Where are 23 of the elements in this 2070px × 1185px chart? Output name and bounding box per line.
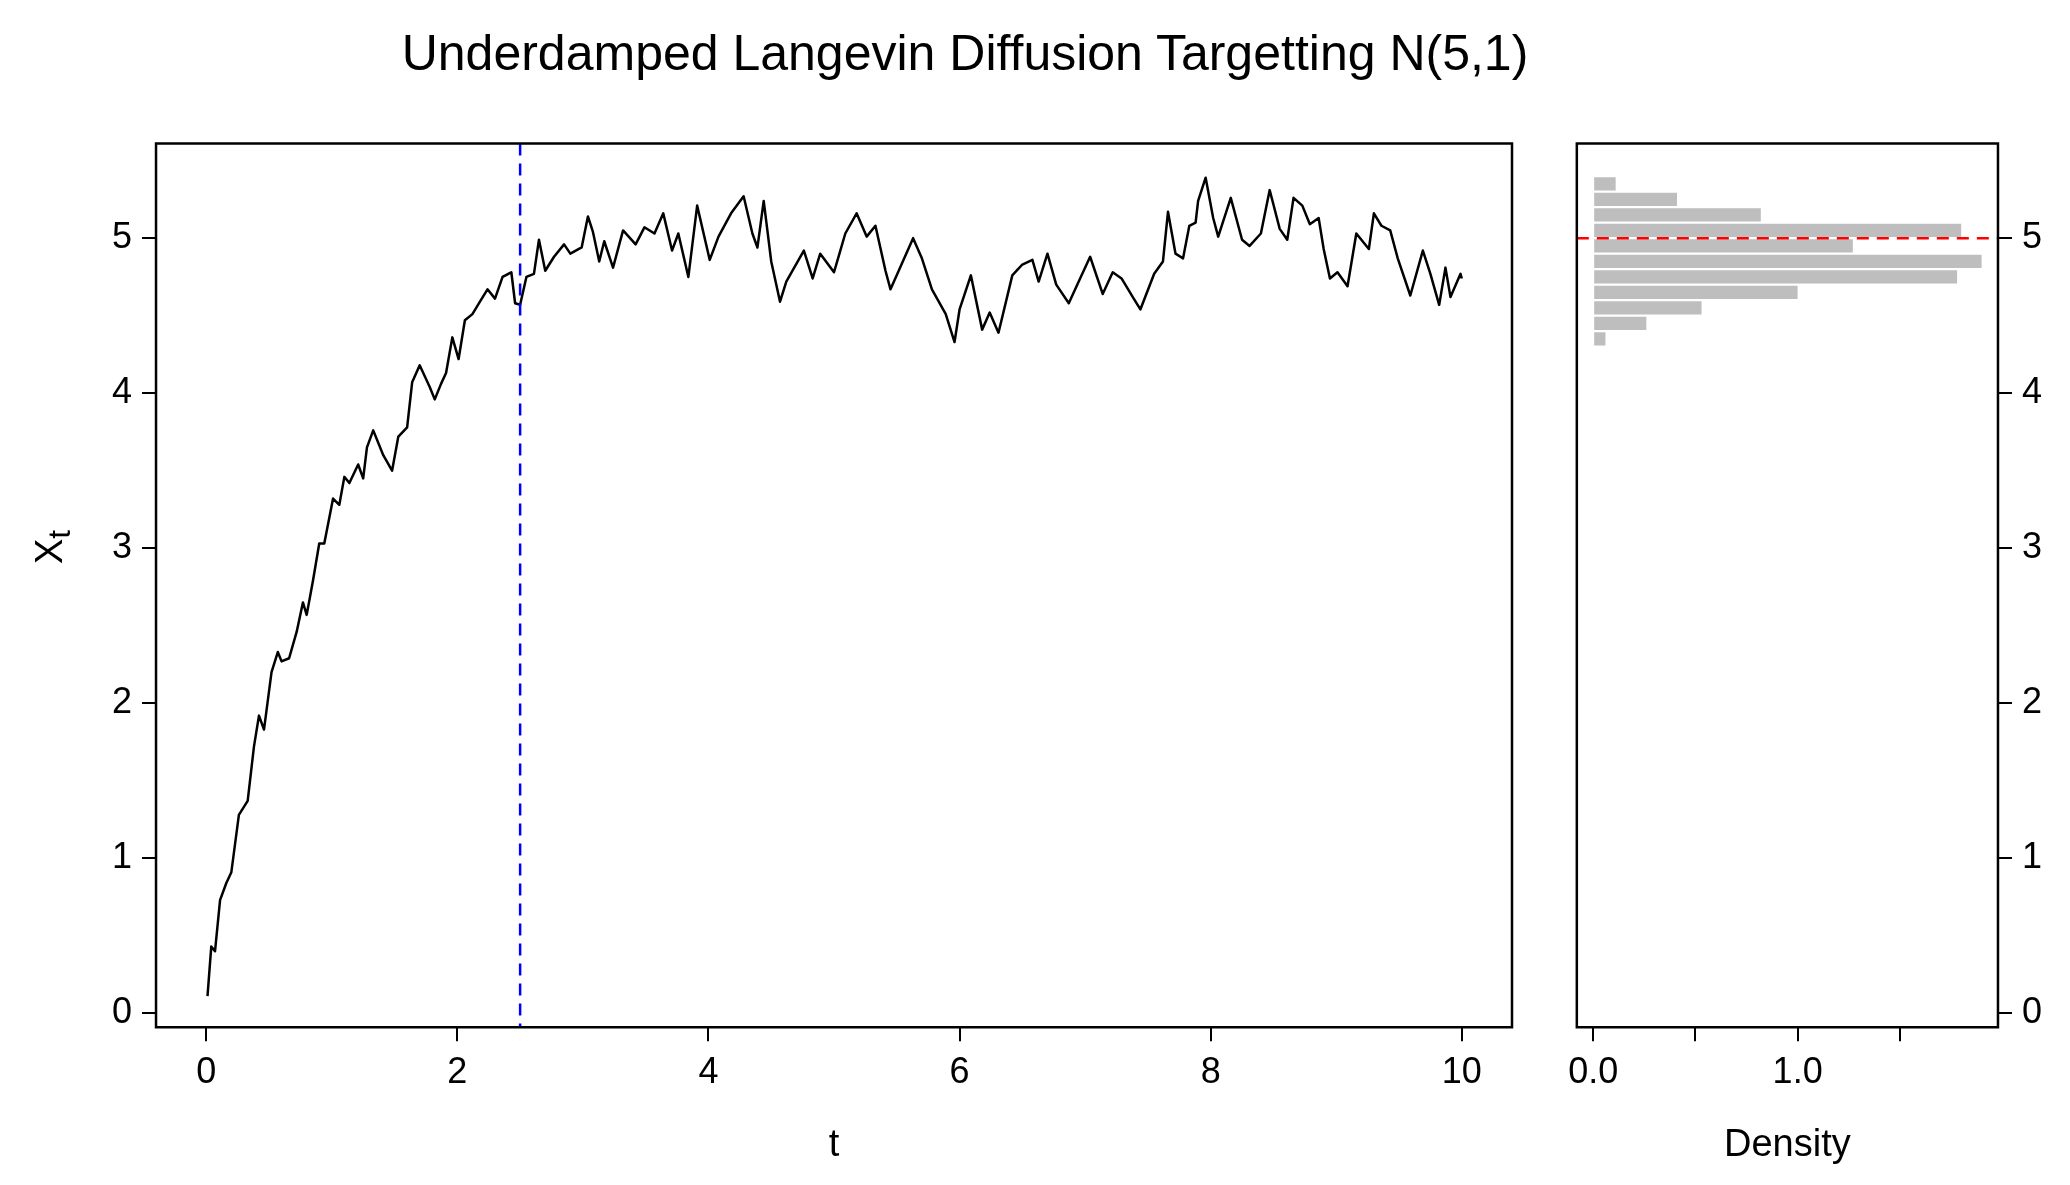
y-tick-label: 1 <box>2021 835 2043 877</box>
y-tick-label: 5 <box>2021 215 2043 257</box>
y-tick-label: 1 <box>111 835 133 877</box>
x-tick-label: 0.0 <box>1568 1049 1619 1091</box>
y-tick-label: 5 <box>111 215 133 257</box>
x-tick-label: 4 <box>698 1049 719 1091</box>
y-tick-label: 0 <box>111 990 133 1032</box>
y-tick-label: 0 <box>2021 990 2043 1032</box>
x-axis-title: Density <box>1724 1121 1851 1164</box>
x-tick-label: 10 <box>1441 1049 1482 1091</box>
x-tick-label: 2 <box>447 1049 468 1091</box>
y-tick-label: 3 <box>111 525 133 567</box>
y-tick-label: 3 <box>2021 525 2043 567</box>
x-tick-label: 6 <box>949 1049 970 1091</box>
y-tick-label: 4 <box>111 370 133 412</box>
x-tick-label: 8 <box>1200 1049 1221 1091</box>
x-axis-title: t <box>828 1121 840 1164</box>
x-tick-label: 1.0 <box>1772 1049 1823 1091</box>
chart-title: Underdamped Langevin Diffusion Targetting N(5,1) <box>400 24 1530 83</box>
y-tick-label: 4 <box>2021 370 2043 412</box>
y-tick-label: 2 <box>2021 680 2043 722</box>
y-tick-label: 2 <box>111 680 133 722</box>
x-tick-label: 0 <box>196 1049 217 1091</box>
